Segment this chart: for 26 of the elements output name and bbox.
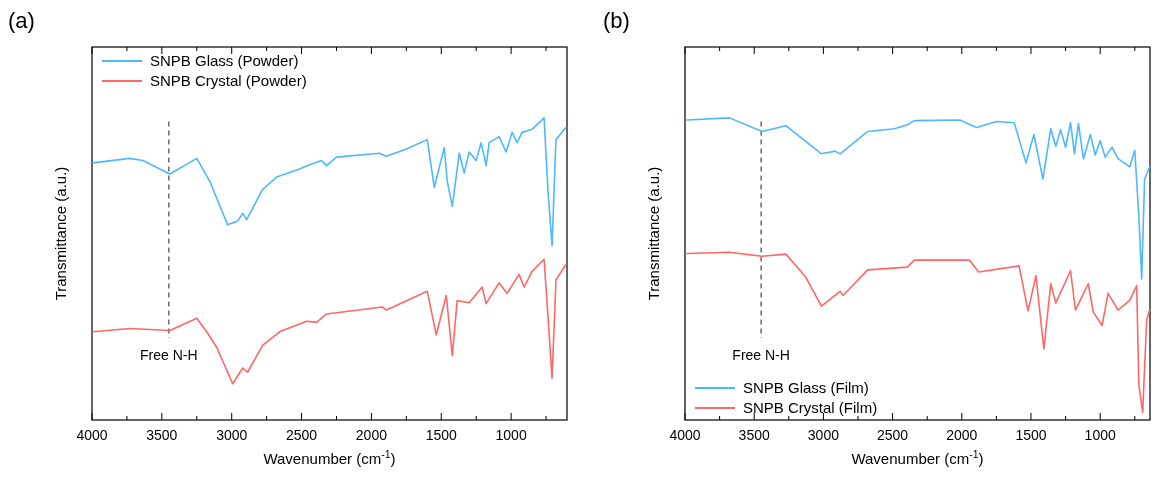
x-tick-label: 1000 xyxy=(495,427,527,443)
ref-line-label: Free N-H xyxy=(732,346,790,363)
legend-label: SNPB Crystal (Film) xyxy=(743,399,878,416)
legend-label: SNPB Crystal (Powder) xyxy=(150,72,307,89)
x-tick-label: 4000 xyxy=(76,427,108,443)
x-tick-label: 3500 xyxy=(146,427,178,443)
y-axis-title: Transmittance (a.u.) xyxy=(52,166,69,301)
legend-label: SNPB Glass (Film) xyxy=(743,379,869,396)
x-tick-label: 1000 xyxy=(1084,427,1116,443)
chart-title: (b) xyxy=(603,8,630,33)
x-axis-title: Wavenumber (cm$^{-1}$) xyxy=(263,448,396,467)
x-tick-label: 3500 xyxy=(738,427,770,443)
x-tick-label: 1500 xyxy=(1015,427,1047,443)
x-tick-label: 3000 xyxy=(807,427,840,443)
ref-line-label: Free N-H xyxy=(140,346,198,363)
legend-label: SNPB Glass (Powder) xyxy=(150,52,299,69)
x-tick-label: 2500 xyxy=(877,427,909,443)
x-tick-label: 1500 xyxy=(425,427,458,443)
x-tick-label: 3000 xyxy=(216,427,248,443)
x-tick-label: 2000 xyxy=(946,427,978,443)
chart-title: (a) xyxy=(8,8,35,33)
y-axis-title: Transmittance (a.u.) xyxy=(645,166,662,301)
x-tick-label: 2500 xyxy=(285,427,318,443)
x-tick-label: 4000 xyxy=(669,427,701,443)
x-axis-title: Wavenumber (cm$^{-1}$) xyxy=(851,448,984,467)
x-tick-label: 2000 xyxy=(355,427,388,443)
